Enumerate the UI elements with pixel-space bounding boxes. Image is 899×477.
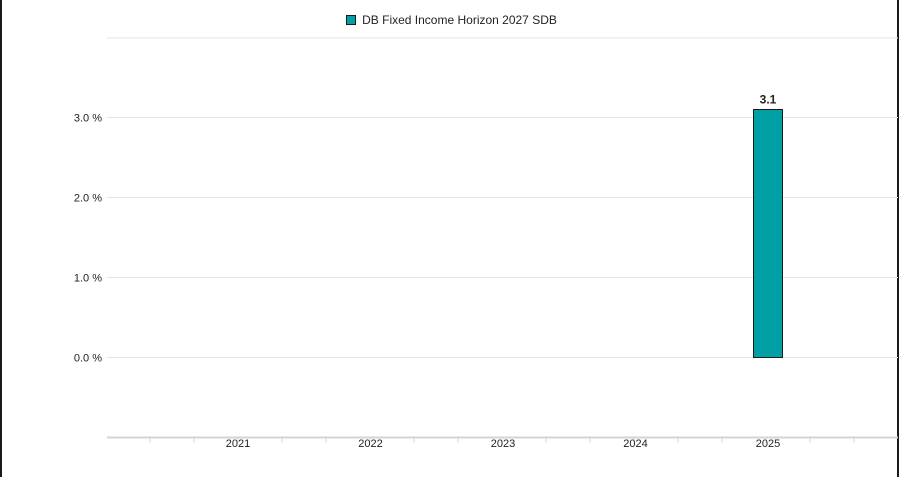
x-tick-label: 2025 bbox=[756, 438, 780, 450]
x-axis-ticks: 2021 2022 2023 2024 2025 bbox=[226, 438, 780, 450]
data-labels: 3.1 bbox=[760, 93, 777, 107]
legend-label: DB Fixed Income Horizon 2027 SDB bbox=[362, 13, 557, 27]
bars bbox=[753, 109, 783, 358]
y-tick-label: 1.0 % bbox=[74, 273, 102, 285]
y-tick-label: 0.0 % bbox=[74, 353, 102, 365]
data-label: 3.1 bbox=[760, 93, 777, 107]
x-tick-label: 2024 bbox=[623, 438, 647, 450]
legend-swatch bbox=[346, 15, 357, 25]
y-tick-label: 2.0 % bbox=[74, 193, 102, 205]
x-tick-label: 2023 bbox=[491, 438, 515, 450]
bar bbox=[753, 109, 783, 358]
y-tick-label: 3.0 % bbox=[74, 113, 102, 125]
legend: DB Fixed Income Horizon 2027 SDB bbox=[2, 13, 899, 27]
y-axis-ticks: 0.0 % 1.0 % 2.0 % 3.0 % bbox=[74, 113, 102, 365]
x-axis bbox=[107, 436, 898, 443]
x-tick-label: 2021 bbox=[226, 438, 250, 450]
x-tick-label: 2022 bbox=[358, 438, 382, 450]
